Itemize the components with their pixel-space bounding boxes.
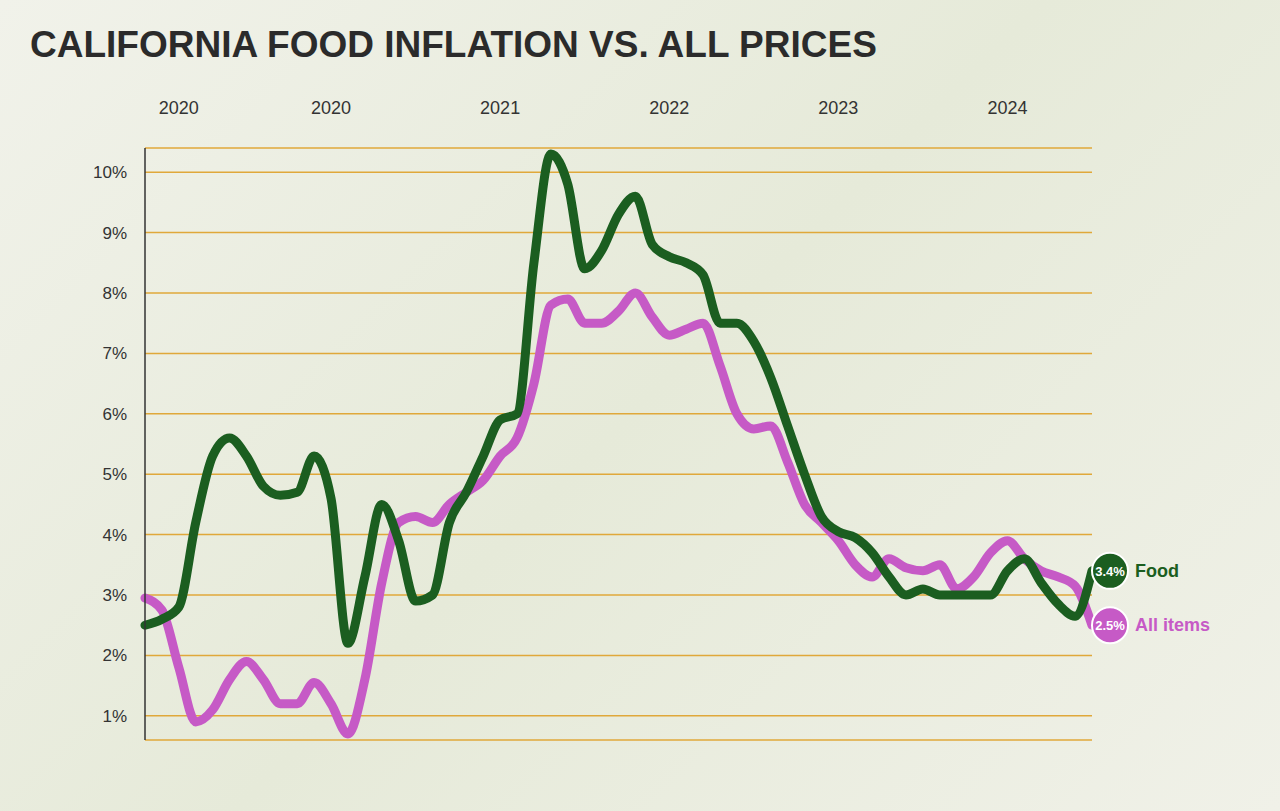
svg-text:2022: 2022 xyxy=(649,98,689,118)
svg-text:6%: 6% xyxy=(102,405,127,424)
svg-text:All items: All items xyxy=(1135,615,1210,635)
svg-text:4%: 4% xyxy=(102,526,127,545)
svg-text:5%: 5% xyxy=(102,465,127,484)
svg-text:2.5%: 2.5% xyxy=(1095,618,1125,633)
svg-text:2020: 2020 xyxy=(159,98,199,118)
svg-text:3%: 3% xyxy=(102,586,127,605)
svg-text:Food: Food xyxy=(1135,561,1179,581)
svg-text:7%: 7% xyxy=(102,344,127,363)
svg-text:2021: 2021 xyxy=(480,98,520,118)
svg-text:1%: 1% xyxy=(102,707,127,726)
svg-text:3.4%: 3.4% xyxy=(1095,564,1125,579)
svg-text:2023: 2023 xyxy=(818,98,858,118)
svg-text:2024: 2024 xyxy=(987,98,1027,118)
svg-text:10%: 10% xyxy=(93,163,127,182)
svg-text:9%: 9% xyxy=(102,224,127,243)
html-text:CALIFORNIA FOOD INFLATION VS.: CALIFORNIA FOOD INFLATION VS. ALL PRICES xyxy=(30,24,877,65)
svg-text:2020: 2020 xyxy=(311,98,351,118)
svg-text:8%: 8% xyxy=(102,284,127,303)
svg-text:2%: 2% xyxy=(102,646,127,665)
